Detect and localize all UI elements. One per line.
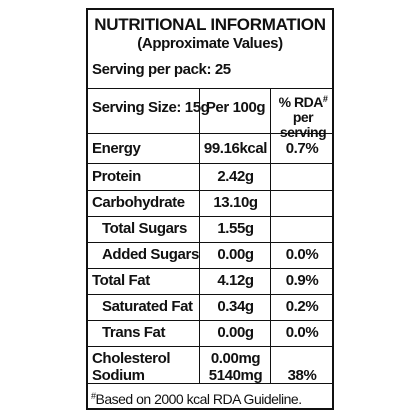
nutrient-per-100g: 2.42g (217, 168, 254, 185)
nutrition-title: NUTRITIONAL INFORMATION (94, 15, 326, 34)
column-divider (270, 88, 271, 384)
nutrient-per-100g: 0.00mg (210, 350, 261, 367)
nutrient-name: Added Sugars (102, 246, 199, 263)
nutrient-name: Cholesterol (92, 350, 171, 367)
serving-size-header: Serving Size: 15g (92, 99, 210, 116)
nutrient-per-100g: 1.55g (217, 220, 254, 237)
nutrient-rda: 0.7% (285, 140, 319, 157)
nutrient-per-100g: 99.16kcal (203, 140, 268, 157)
divider (88, 346, 332, 347)
divider (88, 88, 332, 89)
nutrient-name: Carbohydrate (92, 194, 185, 211)
nutrition-facts-panel: NUTRITIONAL INFORMATION (Approximate Val… (86, 8, 334, 410)
divider (88, 242, 332, 243)
nutrient-name: Total Fat (92, 272, 150, 289)
nutrient-per-100g: 13.10g (213, 194, 258, 211)
divider (88, 320, 332, 321)
nutrition-subtitle: (Approximate Values) (137, 35, 283, 52)
nutrient-per-100g: 4.12g (217, 272, 254, 289)
serving-per-pack: Serving per pack: 25 (92, 61, 231, 78)
nutrient-rda: 0.9% (285, 272, 319, 289)
nutrient-name: Trans Fat (102, 324, 166, 341)
rda-footnote: #Based on 2000 kcal RDA Guideline. (91, 391, 302, 407)
nutrient-per-100g: 0.34g (217, 298, 254, 315)
divider (88, 163, 332, 164)
nutrient-per-100g: 0.00g (217, 246, 254, 263)
nutrient-rda: 0.0% (285, 246, 319, 263)
divider (88, 216, 332, 217)
nutrient-name: Energy (92, 140, 141, 157)
nutrient-name: Sodium (92, 367, 145, 384)
nutrient-rda: 0.2% (285, 298, 319, 315)
nutrient-per-100g: 0.00g (217, 324, 254, 341)
divider (88, 268, 332, 269)
rda-per-serving-header: % RDA# per serving (278, 94, 328, 140)
divider (88, 294, 332, 295)
divider (88, 133, 332, 134)
nutrient-rda: 38% (287, 367, 317, 384)
nutrient-name: Protein (92, 168, 141, 185)
nutrient-name: Total Sugars (102, 220, 187, 237)
nutrient-per-100g: 5140mg (208, 367, 263, 384)
per-100g-header: Per 100g (205, 99, 266, 116)
nutrient-name: Saturated Fat (102, 298, 193, 315)
column-divider (199, 88, 200, 384)
nutrient-rda: 0.0% (285, 324, 319, 341)
divider (88, 190, 332, 191)
divider (88, 383, 332, 384)
